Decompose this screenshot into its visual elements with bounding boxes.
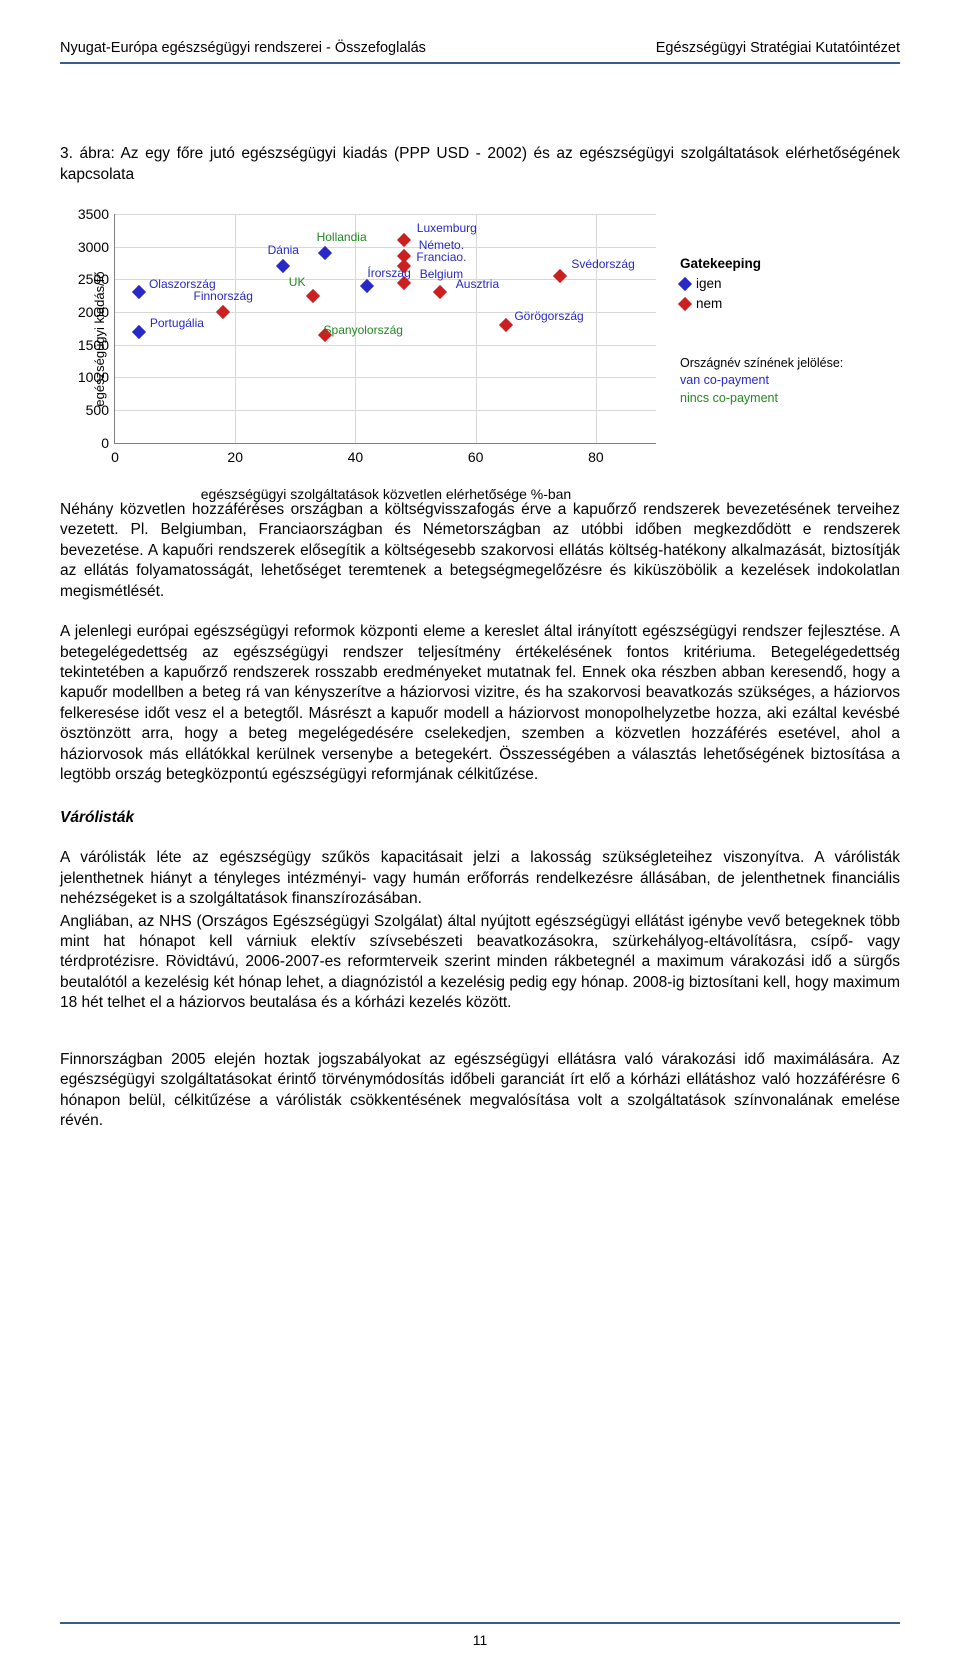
chart-point-label: Spanyolország [324, 322, 403, 336]
y-tick: 0 [65, 435, 109, 451]
legend-note-item: van co-payment [680, 372, 843, 390]
scatter-chart: egészségügyi kiadás/fő 05001000150020002… [66, 204, 666, 474]
x-axis-label: egészségügyi szolgáltatások közvetlen el… [106, 486, 666, 502]
chart-point-label: Hollandia [317, 230, 367, 244]
x-tick: 20 [227, 449, 243, 465]
x-tick: 0 [111, 449, 119, 465]
chart-point [306, 289, 320, 303]
footer-rule [60, 1622, 900, 1624]
chart-point-label: Dánia [268, 243, 299, 257]
paragraph-1: Néhány közvetlen hozzáféréses országban … [60, 500, 900, 602]
chart-point [318, 246, 332, 260]
y-tick: 3500 [65, 206, 109, 222]
header-right: Egészségügyi Stratégiai Kutatóintézet [656, 40, 900, 56]
section-heading: Várólisták [60, 808, 900, 828]
chart-point-label: Portugália [150, 316, 204, 330]
figure-caption: 3. ábra: Az egy főre jutó egészségügyi k… [60, 144, 900, 186]
legend-note: Országnév színének jelölése: van co-paym… [680, 355, 843, 408]
legend-title: Gatekeeping [680, 254, 843, 274]
x-tick: 80 [588, 449, 604, 465]
chart-point [396, 233, 410, 247]
paragraph-3: A várólisták léte az egészségügy szűkös … [60, 848, 900, 909]
legend-item: nem [680, 294, 843, 314]
legend: Gatekeeping igennem Országnév színének j… [680, 254, 843, 407]
header-left: Nyugat-Európa egészségügyi rendszerei - … [60, 40, 426, 56]
legend-label: nem [696, 294, 722, 314]
x-tick: 60 [468, 449, 484, 465]
diamond-icon [678, 297, 692, 311]
y-tick: 1000 [65, 369, 109, 385]
page-number: 11 [473, 1632, 488, 1648]
legend-label: igen [696, 274, 722, 294]
chart-point [499, 318, 513, 332]
chart-point [553, 269, 567, 283]
chart-point-label: Görögország [514, 309, 583, 323]
chart-point [276, 259, 290, 273]
chart-point [360, 279, 374, 293]
chart-point-label: Franciao. [416, 249, 466, 263]
chart-point-label: Ausztria [456, 276, 499, 290]
chart-container: egészségügyi kiadás/fő 05001000150020002… [60, 204, 900, 474]
chart-point [216, 305, 230, 319]
diamond-icon [678, 277, 692, 291]
chart-point-label: UK [289, 275, 306, 289]
paragraph-2: A jelenlegi európai egészségügyi reformo… [60, 622, 900, 786]
chart-point-label: Finnország [194, 289, 253, 303]
legend-note-title: Országnév színének jelölése: [680, 355, 843, 373]
legend-item: igen [680, 274, 843, 294]
y-tick: 500 [65, 402, 109, 418]
chart-point-label: Svédország [571, 257, 634, 271]
y-tick: 2500 [65, 271, 109, 287]
body-text: Néhány közvetlen hozzáféréses országban … [60, 500, 900, 1132]
header-rule [60, 62, 900, 64]
chart-point [132, 285, 146, 299]
plot-area: 0500100015002000250030003500020406080Ola… [114, 214, 656, 444]
y-tick: 1500 [65, 337, 109, 353]
x-tick: 40 [348, 449, 364, 465]
chart-point [132, 325, 146, 339]
chart-point [433, 285, 447, 299]
legend-note-item: nincs co-payment [680, 390, 843, 408]
paragraph-4: Angliában, az NHS (Országos Egészségügyi… [60, 912, 900, 1014]
chart-point-label: Luxemburg [417, 221, 477, 235]
paragraph-5: Finnországban 2005 elején hoztak jogszab… [60, 1050, 900, 1132]
y-tick: 2000 [65, 304, 109, 320]
y-tick: 3000 [65, 239, 109, 255]
